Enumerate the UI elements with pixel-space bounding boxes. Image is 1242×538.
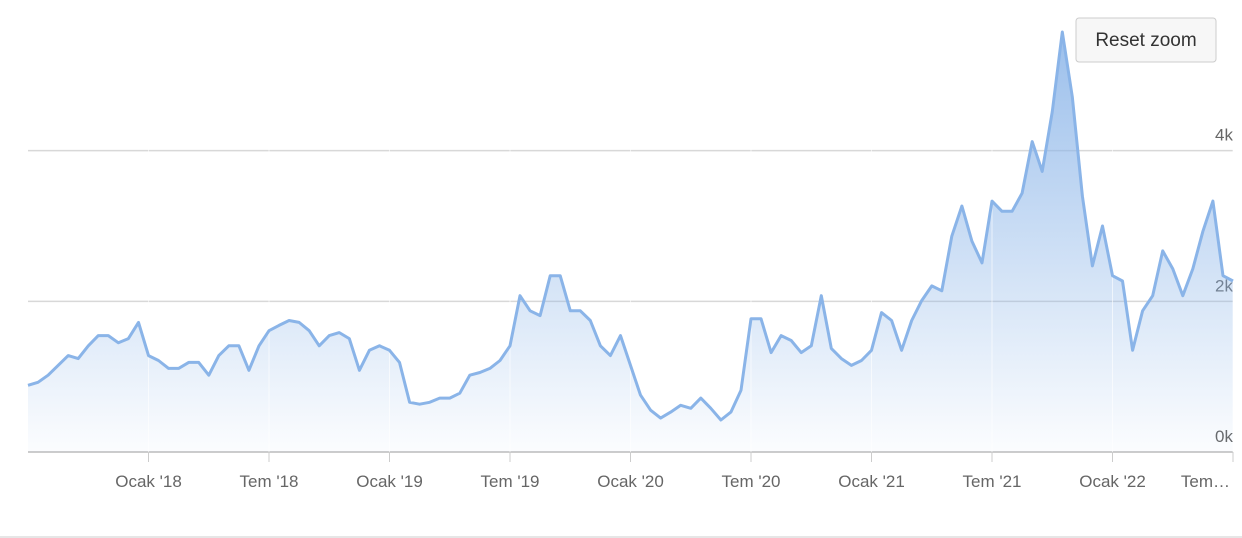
x-tick-label: Ocak '21 <box>838 472 905 491</box>
series-line <box>27 30 1234 422</box>
reset-zoom-button[interactable]: Reset zoom <box>1075 17 1217 63</box>
x-tick-label: Ocak '19 <box>356 472 423 491</box>
button-bg[interactable] <box>1075 17 1217 63</box>
button-label[interactable]: Reset zoom <box>1095 30 1196 51</box>
x-tick-label: Tem '19 <box>481 472 540 491</box>
y-tick-label: 4k <box>1215 126 1233 145</box>
x-tick-label: Tem '18 <box>240 472 299 491</box>
x-tick-label: Tem '21 <box>963 472 1022 491</box>
x-tick-label: Ocak '18 <box>115 472 182 491</box>
x-tick-label: Ocak '20 <box>597 472 664 491</box>
x-tick-label: Tem '20 <box>722 472 781 491</box>
x-tick-label: Tem… <box>1181 472 1230 491</box>
x-tick-label: Ocak '22 <box>1079 472 1146 491</box>
area-fill <box>28 32 1233 452</box>
